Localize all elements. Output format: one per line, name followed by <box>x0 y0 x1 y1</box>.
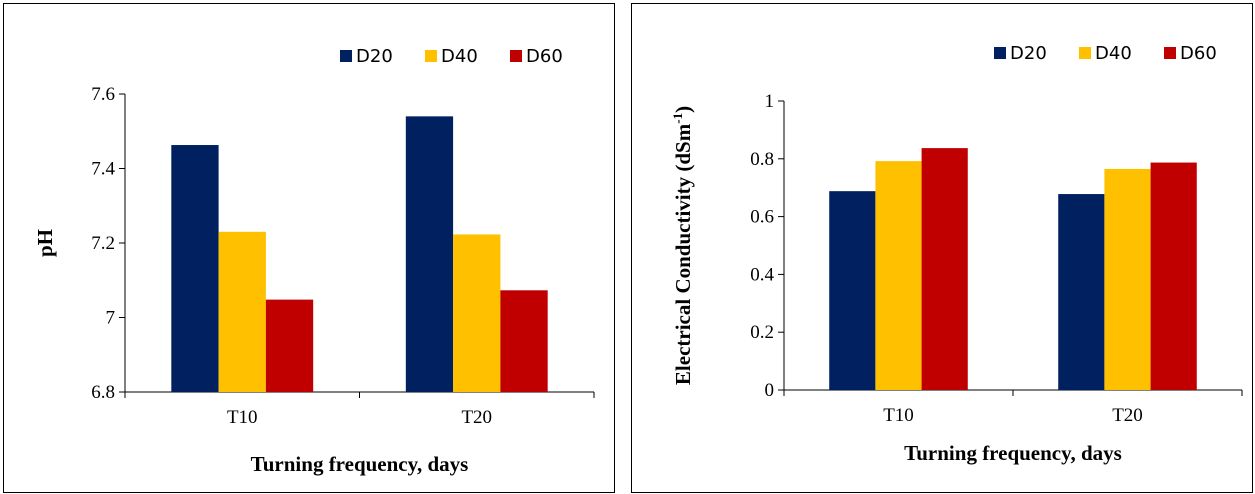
y-tick-label: 7.6 <box>91 84 115 105</box>
legend-swatch-d40 <box>1079 47 1091 59</box>
bar-d20-t10 <box>829 191 876 390</box>
bar-d40-t20 <box>453 234 501 392</box>
x-tick-label: T10 <box>883 405 914 426</box>
y-axis-title-superscript: -1 <box>670 113 685 124</box>
y-tick-label: 0 <box>765 380 775 401</box>
bar-d60-t20 <box>1150 162 1197 390</box>
legend-swatch-d20 <box>994 47 1006 59</box>
x-axis-title: Turning frequency, days <box>904 441 1122 465</box>
y-axis-title: pH <box>33 229 57 257</box>
y-tick-label: 0.2 <box>750 322 774 343</box>
bar-d60-t20 <box>500 290 548 392</box>
bar-d20-t20 <box>1058 194 1105 390</box>
legend-label-d40: D40 <box>1095 43 1132 64</box>
legend-label-d60: D60 <box>526 46 563 67</box>
legend-label-d20: D20 <box>1010 43 1047 64</box>
ph-chart-panel: 6.8 7 7.2 7.4 7.6 T10 T20 Turning frequency, da… <box>3 3 615 493</box>
bar-d60-t10 <box>921 148 968 390</box>
ec-chart-panel: 0 0.2 0.4 0.6 0.8 1 T10 T20 Turning frequency, d… <box>631 3 1253 493</box>
y-axis-title-suffix: ) <box>671 106 695 113</box>
ec-chart: 0 0.2 0.4 0.6 0.8 1 T10 T20 Turning frequency, d… <box>670 43 1243 465</box>
y-tick-label: 6.8 <box>91 382 115 403</box>
y-tick-label: 0.6 <box>750 207 774 228</box>
y-tick-label: 0.4 <box>750 264 774 285</box>
y-tick-label: 7.2 <box>91 233 115 254</box>
legend-label-d40: D40 <box>441 46 478 67</box>
legend-swatch-d20 <box>340 50 352 62</box>
bar-d60-t10 <box>265 299 314 392</box>
legend-swatch-d60 <box>510 50 522 62</box>
bar-d40-t10 <box>218 231 266 392</box>
y-axis-title-main: pH <box>33 229 57 257</box>
legend-label-d20: D20 <box>356 46 393 67</box>
x-tick-label: T20 <box>1112 405 1143 426</box>
y-tick-label: 7.4 <box>91 159 115 180</box>
legend-swatch-d60 <box>1164 47 1176 59</box>
bar-d40-t20 <box>1104 168 1151 390</box>
y-tick-label: 7 <box>106 308 116 329</box>
y-tick-label: 0.8 <box>750 149 774 170</box>
bar-d40-t10 <box>875 161 922 390</box>
ph-chart: 6.8 7 7.2 7.4 7.6 T10 T20 Turning frequency, da… <box>33 46 595 476</box>
x-axis-title: Turning frequency, days <box>251 452 469 476</box>
x-tick-label: T10 <box>227 407 258 428</box>
y-axis-title-main: Electrical Conductivity (dSm <box>671 123 695 385</box>
y-tick-label: 1 <box>765 91 775 112</box>
legend-label-d60: D60 <box>1180 43 1217 64</box>
bar-d20-t20 <box>405 116 454 392</box>
bar-d20-t10 <box>171 145 219 392</box>
x-tick-label: T20 <box>461 407 492 428</box>
legend-swatch-d40 <box>425 50 437 62</box>
y-axis-title: Electrical Conductivity (dSm-1) <box>670 106 695 385</box>
